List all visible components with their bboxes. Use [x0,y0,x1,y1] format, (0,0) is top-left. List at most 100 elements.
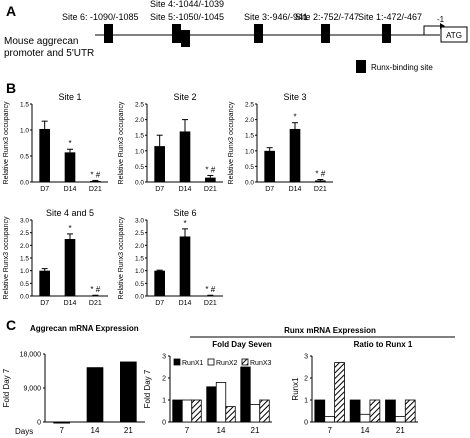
c3-bar-runx2-day-14 [359,413,371,423]
b1-bar-D21 [90,180,101,182]
c3-bar-runx3-day-7 [334,362,345,423]
site-2-label: Site 2:-752/-747 [295,12,359,22]
b1-y-tick-label: 1.5 [20,102,29,109]
b4-y-tick-label: 3.0 [20,218,29,225]
b2-y-tick-label: 0.0 [135,180,144,187]
aggrecan-header: Aggrecan mRNA Expression [30,324,139,333]
b5-y-tick-label: 2.0 [135,243,144,250]
b3-x-tick-label-D7: D7 [265,186,274,193]
c1-x-tick-label-21: 21 [124,426,133,435]
c3-bar-runx1-day-21 [385,399,396,423]
b3-y-tick-label: 0.0 [245,180,254,187]
panel-b-letter: B [6,80,16,96]
b5-x-tick-label-D7: D7 [155,300,164,307]
c3-y-tick-label: 0 [304,420,308,427]
days-label: Days [15,427,33,436]
b2-title: Site 2 [173,92,196,102]
b2-bar-D21 [205,177,216,182]
atg-box [440,26,468,43]
b5-bar-D7 [154,270,165,296]
b5-bar-D14 [179,236,191,296]
b5-bar-D21 [205,295,216,297]
b4-y-tick-label: 2.0 [20,243,29,250]
c3-x-tick-label-14: 14 [361,426,370,435]
c2-bar-runx2-day-7 [181,399,193,423]
c2-bar-runx1-day-21 [240,366,251,423]
c2-bar-runx3-day-14 [225,406,236,423]
c2-bar-runx3-day-21 [259,399,270,423]
b5-title: Site 6 [173,208,196,218]
c2-y-tick-label: 0 [162,420,166,427]
b5-y-tick-label: 0.0 [135,294,144,301]
b4-y-tick-label: 0.0 [20,294,29,301]
c2-y-axis-label: Fold Day 7 [143,369,152,408]
b2-x-tick-label-D7: D7 [155,186,164,193]
c2-legend-swatch-runx3 [241,358,249,366]
b3-x-tick-label-D14: D14 [289,186,302,193]
c3-bar-runx1-day-14 [349,399,361,423]
tss-label: -1 [437,15,445,24]
b1-x-tick-label-D21: D21 [89,186,102,193]
b1-x-tick-label-D14: D14 [64,186,77,193]
runx-site-3-box [254,24,263,43]
b3-y-tick-label: 0.5 [245,164,254,171]
b3-y-tick-label: 2.5 [245,102,254,109]
c1-y-tick-label: 18,000 [20,352,42,359]
c2-y-tick-label: 3 [162,354,166,361]
c2-y-tick-label: 2 [162,376,166,383]
b5-y-tick-label: 2.5 [135,230,144,237]
b2-y-axis-label: Relative Runx3 occupancy [118,101,125,184]
site-1-label: Site 1:-472/-467 [358,12,422,22]
b4-significance-D21: * # [90,285,100,294]
b5-significance-D14: * [183,219,186,228]
legend-runx-site-box [356,60,366,73]
c2-legend-swatch-runx1 [173,358,181,366]
c2-y-tick-label: 1 [162,398,166,405]
b1-title: Site 1 [58,92,81,102]
c1-bar-day-21 [120,361,137,422]
b3-bar-D14 [289,128,301,182]
b1-y-tick-label: 0.5 [20,154,29,161]
c1-y-axis-label: Fold Day 7 [2,368,11,407]
c1-bar-day-7 [53,421,70,424]
site-6-label: Site 6: -1090/-1085 [62,12,139,22]
c1-x-tick-label-14: 14 [91,426,100,435]
b2-y-tick-label: 2.0 [135,117,144,124]
b5-y-tick-label: 1.0 [135,268,144,275]
b3-significance-D14: * [293,113,296,122]
c2-bar-runx2-day-21 [249,403,261,423]
b1-bar-D14 [64,152,76,182]
b3-y-axis-label: Relative Runx3 occupancy [228,101,235,184]
c3-x-tick-label-21: 21 [396,426,405,435]
b5-y-tick-label: 1.5 [135,256,144,263]
b1-y-tick-label: 0.0 [20,180,29,187]
b3-bar-D7 [264,150,275,182]
runx-header: Runx mRNA Expression [284,326,376,335]
b4-bar-D21 [90,295,101,297]
b3-x-tick-label-D21: D21 [314,186,327,193]
b3-bar-D21 [315,180,326,182]
b1-bar-D7 [39,128,50,182]
b5-y-axis-label: Relative Runx3 occupancy [118,216,125,299]
b3-significance-D21: * # [315,170,325,179]
c3-bar-runx2-day-7 [324,416,336,423]
c2-legend-swatch-runx2 [207,358,215,366]
b2-x-tick-label-D14: D14 [179,186,192,193]
b3-y-tick-label: 1.0 [245,148,254,155]
panel-c-letter: C [6,317,16,333]
c2-legend-label-runx2: RunX2 [216,360,238,367]
b2-x-tick-label-D21: D21 [204,186,217,193]
site-3-label: Site 3:-946/-941 [244,12,308,22]
b5-x-tick-label-D21: D21 [204,300,217,307]
c3-x-tick-label-7: 7 [327,426,332,435]
tss-arrow [423,25,440,35]
fold-day-seven-header: Fold Day Seven [212,340,272,349]
c2-bar-runx3-day-7 [191,399,202,423]
panel-a: A Mouse aggrecan promoter and 5'UTR Site… [4,0,468,73]
b2-bar-D14 [179,131,191,182]
b4-x-tick-label-D14: D14 [64,300,77,307]
c3-y-tick-label: 2 [304,376,308,383]
b1-significance-D14: * [68,139,71,148]
atg-label: ATG [446,31,462,40]
